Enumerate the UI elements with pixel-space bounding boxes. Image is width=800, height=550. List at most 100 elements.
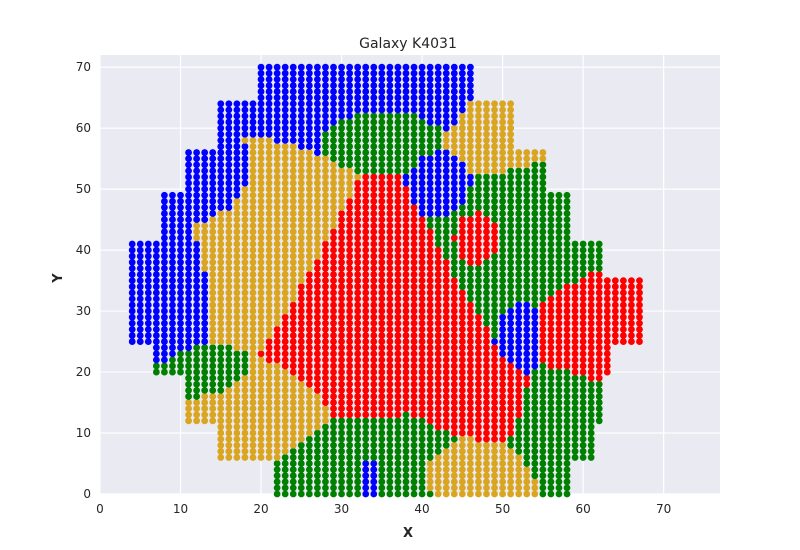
data-point [225, 301, 233, 309]
data-point [555, 319, 563, 327]
data-point [265, 143, 273, 150]
data-point [442, 149, 450, 156]
data-point [128, 295, 136, 303]
data-point [330, 149, 337, 156]
data-point [491, 130, 498, 138]
data-point [378, 222, 386, 230]
data-point [450, 191, 458, 199]
data-point [241, 271, 249, 278]
data-point [201, 295, 209, 303]
data-point [185, 332, 192, 339]
data-point [450, 161, 458, 169]
data-point [491, 173, 498, 181]
data-point [217, 362, 225, 370]
data-point [402, 435, 410, 443]
data-point [386, 380, 394, 388]
data-point [177, 283, 184, 291]
data-point [475, 130, 482, 138]
data-point [386, 88, 394, 95]
data-point [185, 210, 192, 217]
data-point [386, 368, 394, 376]
data-point [289, 216, 297, 224]
data-point [466, 185, 474, 193]
data-point [314, 94, 321, 102]
data-point [273, 374, 281, 382]
data-point [378, 386, 386, 394]
data-point [322, 179, 329, 187]
data-point [233, 124, 241, 132]
data-point [362, 155, 370, 163]
data-point [152, 307, 160, 315]
data-point [233, 228, 241, 236]
data-point [354, 362, 362, 370]
data-point [185, 161, 192, 169]
data-point [338, 417, 345, 425]
data-point [346, 332, 354, 339]
data-point [466, 143, 474, 150]
data-point [515, 149, 523, 156]
data-point [362, 258, 370, 266]
data-point [418, 216, 426, 224]
data-point [144, 289, 152, 297]
data-point [394, 478, 402, 486]
data-point [257, 88, 265, 95]
data-point [539, 204, 547, 211]
data-point [273, 283, 281, 291]
data-point [418, 94, 426, 102]
data-point [305, 393, 313, 400]
data-point [370, 100, 378, 108]
data-point [515, 210, 523, 217]
data-point [394, 344, 402, 352]
data-point [305, 222, 313, 230]
data-point [475, 167, 482, 175]
data-point [466, 130, 474, 138]
data-point [273, 307, 281, 315]
data-point [225, 332, 233, 339]
data-point [314, 228, 321, 236]
data-point [563, 246, 571, 254]
data-point [273, 411, 281, 419]
data-point [281, 106, 289, 114]
data-point [144, 271, 152, 278]
data-point [273, 112, 281, 120]
data-point [410, 283, 418, 291]
data-point [297, 429, 305, 437]
data-point [378, 228, 386, 236]
data-point [555, 240, 563, 248]
data-point [515, 368, 523, 376]
data-point [539, 423, 547, 431]
data-point [491, 301, 498, 309]
data-point [281, 100, 289, 108]
data-point [491, 435, 498, 443]
data-point [466, 405, 474, 413]
data-point [628, 338, 635, 345]
data-point [169, 362, 176, 370]
data-point [434, 204, 442, 211]
data-point [434, 100, 442, 108]
data-point [418, 204, 426, 211]
data-point [442, 216, 450, 224]
data-point [507, 130, 515, 138]
data-point [410, 222, 418, 230]
data-point [297, 441, 305, 449]
data-point [338, 313, 345, 321]
data-point [378, 435, 386, 443]
data-point [466, 136, 474, 144]
data-point [418, 69, 426, 77]
data-point [354, 350, 362, 358]
data-point [201, 338, 209, 345]
data-point [297, 100, 305, 108]
data-point [233, 344, 241, 352]
data-point [523, 149, 531, 156]
data-point [426, 368, 434, 376]
data-point [402, 411, 410, 419]
data-point [475, 106, 482, 114]
data-point [491, 149, 498, 156]
data-point [491, 143, 498, 150]
data-point [152, 368, 160, 376]
data-point [378, 362, 386, 370]
data-point [161, 344, 168, 352]
data-point [450, 332, 458, 339]
data-point [370, 136, 378, 144]
data-point [563, 435, 571, 443]
